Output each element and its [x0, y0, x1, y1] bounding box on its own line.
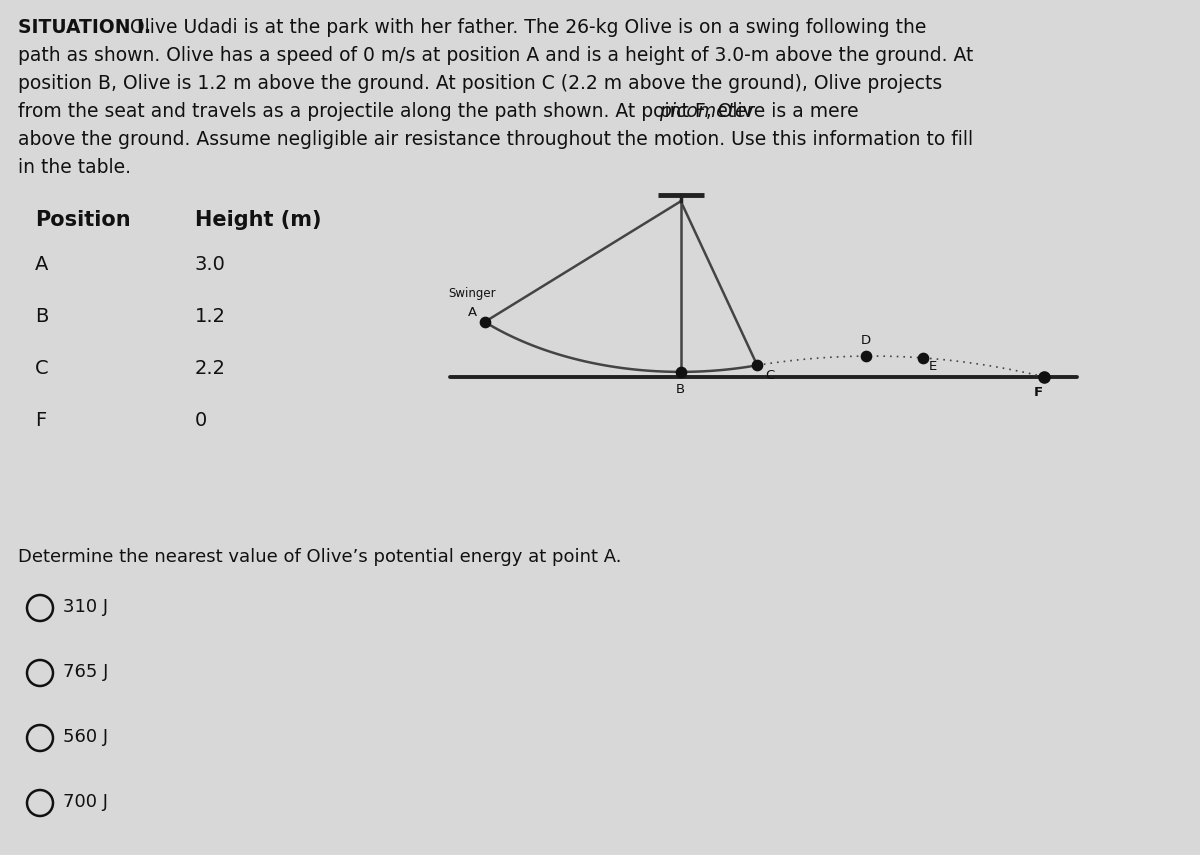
Text: 0: 0: [194, 411, 208, 430]
Text: path as shown. Olive has a speed of 0 m/s at position A and is a height of 3.0-m: path as shown. Olive has a speed of 0 m/…: [18, 46, 973, 65]
Point: [748, 358, 767, 372]
Text: Determine the nearest value of Olive’s potential energy at point A.: Determine the nearest value of Olive’s p…: [18, 548, 622, 566]
Point: [475, 315, 494, 328]
Text: Position: Position: [35, 210, 131, 230]
Text: B: B: [35, 307, 48, 326]
Point: [671, 365, 690, 379]
Text: 310 J: 310 J: [64, 598, 108, 616]
Text: Height (m): Height (m): [194, 210, 322, 230]
Text: 2.2: 2.2: [194, 359, 226, 378]
Text: C: C: [35, 359, 49, 378]
Text: SITUATION I.: SITUATION I.: [18, 18, 151, 37]
Point: [857, 349, 876, 363]
Text: picometer: picometer: [659, 102, 755, 121]
Text: E: E: [929, 360, 937, 373]
Text: F: F: [1034, 386, 1043, 398]
Text: 1.2: 1.2: [194, 307, 226, 326]
Text: from the seat and travels as a projectile along the path shown. At point F, Oliv: from the seat and travels as a projectil…: [18, 102, 865, 121]
Text: 560 J: 560 J: [64, 728, 108, 746]
Text: C: C: [766, 369, 774, 382]
Text: Olive Udadi is at the park with her father. The 26-kg Olive is on a swing follow: Olive Udadi is at the park with her fath…: [124, 18, 926, 37]
Text: Swinger: Swinger: [449, 286, 496, 299]
Text: B: B: [677, 383, 685, 396]
Text: position B, Olive is 1.2 m above the ground. At position C (2.2 m above the grou: position B, Olive is 1.2 m above the gro…: [18, 74, 942, 93]
Text: above the ground. Assume negligible air resistance throughout the motion. Use th: above the ground. Assume negligible air …: [18, 130, 973, 149]
Text: 700 J: 700 J: [64, 793, 108, 811]
Point: [1034, 370, 1054, 384]
Text: A: A: [468, 305, 476, 319]
Text: 765 J: 765 J: [64, 663, 108, 681]
Text: 3.0: 3.0: [194, 255, 226, 274]
Point: [914, 351, 934, 365]
Text: in the table.: in the table.: [18, 158, 131, 177]
Text: A: A: [35, 255, 48, 274]
Text: D: D: [862, 334, 871, 347]
Text: F: F: [35, 411, 47, 430]
